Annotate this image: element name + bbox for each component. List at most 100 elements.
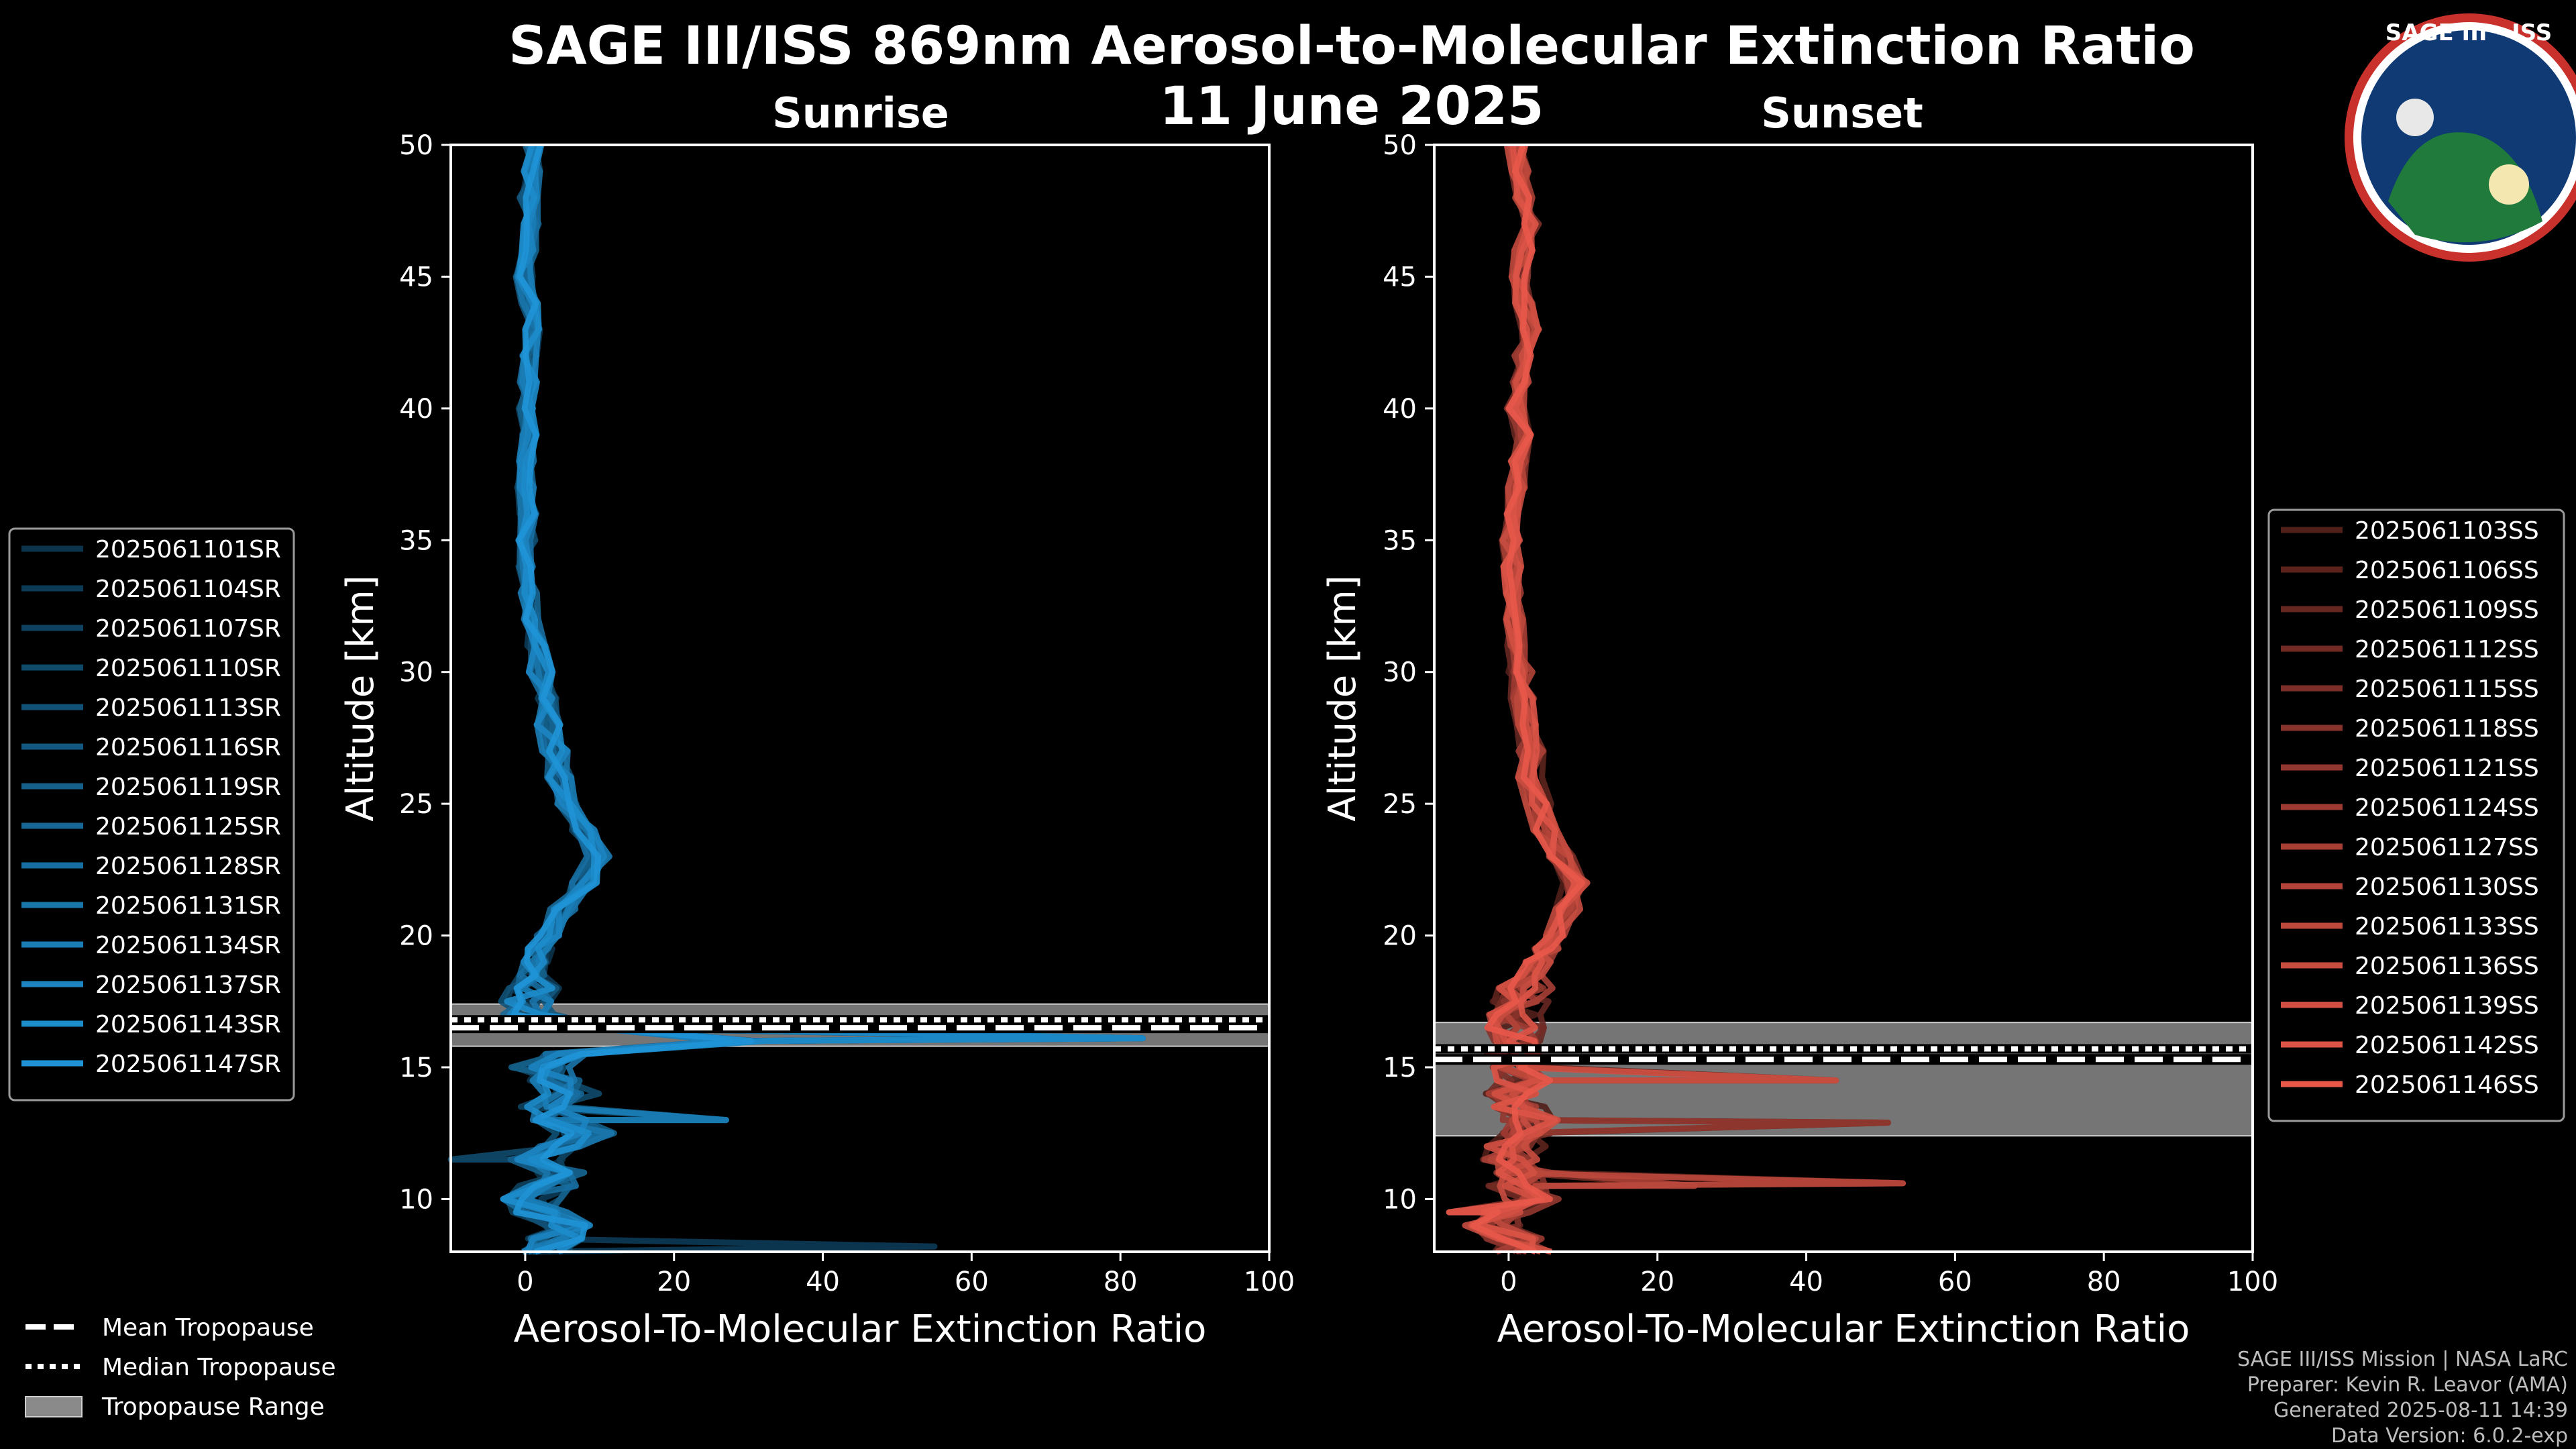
y-tick-label: 25 <box>1383 789 1417 820</box>
y-tick-label: 15 <box>1383 1053 1417 1083</box>
y-tick-label: 30 <box>399 657 433 688</box>
x-tick-label: 100 <box>2227 1267 2278 1297</box>
legend-label: 2025061127SS <box>2355 834 2539 861</box>
legend-label: 2025061134SR <box>95 932 281 959</box>
legend-label: 2025061113SR <box>95 694 281 722</box>
sunset-panel-title: Sunset <box>1761 89 1923 138</box>
x-tick-label: 40 <box>1789 1267 1823 1297</box>
legend-label: 2025061118SS <box>2355 715 2539 743</box>
legend-label: 2025061139SS <box>2355 992 2539 1020</box>
moon-icon <box>2396 99 2434 136</box>
x-tick-label: 80 <box>1104 1267 1138 1297</box>
x-tick-label: 100 <box>1244 1267 1295 1297</box>
y-tick-label: 50 <box>399 130 433 161</box>
x-tick-label: 20 <box>1640 1267 1674 1297</box>
y-tick-label: 25 <box>399 789 433 820</box>
y-tick-label: 40 <box>1383 394 1417 425</box>
y-tick-label: 10 <box>399 1184 433 1215</box>
figure-subtitle: 11 June 2025 <box>1160 76 1544 137</box>
legend-label: 2025061101SR <box>95 536 281 564</box>
sunset-x-ticks: 0 20 40 60 80 100 <box>1500 1252 2278 1297</box>
y-tick-label: 35 <box>1383 525 1417 556</box>
legend-label: 2025061121SS <box>2355 755 2539 782</box>
sunrise-tropopause-lines <box>451 1015 1269 1034</box>
sunset-y-axis-label: Altitude [km] <box>1321 575 1364 821</box>
legend-label: Mean Tropopause <box>102 1314 314 1342</box>
y-tick-label: 30 <box>1383 657 1417 688</box>
legend-label: 2025061106SS <box>2355 557 2539 584</box>
y-tick-label: 10 <box>1383 1184 1417 1215</box>
legend-label: 2025061115SS <box>2355 676 2539 703</box>
legend-label: 2025061146SS <box>2355 1071 2539 1099</box>
legend-label: 2025061112SS <box>2355 636 2539 663</box>
profile-line-2025061143SR <box>501 144 1146 1254</box>
legend-label: Tropopause Range <box>101 1393 325 1421</box>
legend-swatch-patch <box>25 1396 83 1417</box>
y-tick-label: 50 <box>1383 130 1417 161</box>
legend-label: 2025061128SR <box>95 853 281 880</box>
profile-line-2025061147SR <box>511 144 754 1255</box>
sunrise-y-axis-label: Altitude [km] <box>339 575 382 821</box>
legend-label: 2025061119SR <box>95 773 281 801</box>
y-tick-label: 20 <box>399 921 433 952</box>
x-tick-label: 80 <box>2087 1267 2121 1297</box>
y-tick-label: 20 <box>1383 921 1417 952</box>
y-tick-label: 35 <box>399 525 433 556</box>
y-tick-label: 45 <box>1383 262 1417 292</box>
sunrise-legend: 2025061101SR 2025061104SR 2025061107SR 2025… <box>8 527 295 1102</box>
y-tick-label: 45 <box>399 262 433 292</box>
legend-label: 2025061109SS <box>2355 596 2539 624</box>
sage-mission-logo: SAGE III · ISS <box>2345 13 2576 262</box>
sunset-legend: 2025061103SS 2025061106SS 2025061109SS 2025… <box>2267 508 2565 1122</box>
sunrise-panel: Sunrise 0 20 40 60 80 100 101520253035404550 … <box>339 89 1295 1351</box>
legend-label: 2025061116SR <box>95 734 281 761</box>
profile-line-2025061146SS <box>1446 144 1585 1255</box>
tropopause-legend: Mean Tropopause Median Tropopause Tropopau… <box>25 1314 336 1421</box>
y-tick-label: 15 <box>399 1053 433 1083</box>
earth-icon <box>2388 132 2542 243</box>
legend-label: 2025061142SS <box>2355 1032 2539 1059</box>
sunrise-x-axis-label: Aerosol-To-Molecular Extinction Ratio <box>514 1307 1207 1351</box>
legend-label: 2025061131SR <box>95 892 281 920</box>
credit-line: SAGE III/ISS Mission | NASA LaRC <box>2237 1348 2568 1371</box>
legend-label: 2025061137SR <box>95 971 281 999</box>
legend-label: 2025061107SR <box>95 615 281 643</box>
sunrise-profiles <box>447 144 1146 1255</box>
legend-label: 2025061147SR <box>95 1051 281 1078</box>
x-tick-label: 40 <box>806 1267 840 1297</box>
legend-label: 2025061125SR <box>95 813 281 841</box>
sun-icon <box>2489 164 2529 205</box>
sunrise-y-ticks: 10 15 20 25 30 35 40 45 50 <box>399 130 451 1215</box>
sunset-profiles <box>1446 143 1907 1255</box>
legend-label: 2025061136SS <box>2355 953 2539 980</box>
x-tick-label: 20 <box>657 1267 691 1297</box>
credit-line: Generated 2025-08-11 14:39 <box>2273 1399 2568 1422</box>
x-tick-label: 60 <box>1938 1267 1972 1297</box>
sunrise-axes-frame <box>449 144 1271 1253</box>
sunset-y-ticks: 10 15 20 25 30 35 40 45 50 <box>1383 130 1434 1215</box>
x-tick-label: 60 <box>955 1267 989 1297</box>
legend-label: 2025061124SS <box>2355 794 2539 822</box>
credit-line: Preparer: Kevin R. Leavor (AMA) <box>2247 1373 2568 1397</box>
legend-label: 2025061110SR <box>95 655 281 682</box>
sunset-panel: Sunset 0 20 40 60 80 100 10 15 20 25 30 35 40 45 50 A… <box>1321 89 2278 1351</box>
credit-line: Data Version: 6.0.2-exp <box>2331 1424 2568 1448</box>
sunset-x-axis-label: Aerosol-To-Molecular Extinction Ratio <box>1497 1307 2190 1351</box>
legend-label: 2025061133SS <box>2355 913 2539 941</box>
figure-title: SAGE III/ISS 869nm Aerosol-to-Molecular … <box>508 16 2195 76</box>
sunset-axes-frame <box>1433 144 2254 1253</box>
legend-label: 2025061104SR <box>95 576 281 603</box>
legend-label: Median Tropopause <box>102 1354 336 1381</box>
logo-text: SAGE III · ISS <box>2385 19 2552 46</box>
x-tick-label: 0 <box>517 1267 533 1297</box>
sunrise-x-ticks: 0 20 40 60 80 100 <box>517 1252 1295 1297</box>
sunrise-panel-title: Sunrise <box>772 89 949 138</box>
sunset-tropopause-lines <box>1434 1044 2253 1065</box>
legend-frame <box>8 527 295 1102</box>
legend-label: 2025061143SR <box>95 1011 281 1038</box>
legend-label: 2025061103SS <box>2355 517 2539 545</box>
legend-label: 2025061130SS <box>2355 873 2539 901</box>
x-tick-label: 0 <box>1500 1267 1517 1297</box>
y-tick-label: 40 <box>399 394 433 425</box>
